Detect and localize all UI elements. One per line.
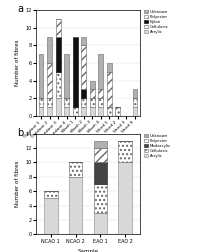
Bar: [115, 107, 120, 116]
Bar: [47, 98, 52, 107]
Bar: [133, 107, 137, 116]
Bar: [73, 37, 78, 107]
Legend: Unknown, Polyester, Nylon, Cellulosic, Acrylic: Unknown, Polyester, Nylon, Cellulosic, A…: [144, 10, 169, 35]
Bar: [44, 191, 58, 198]
Bar: [64, 98, 69, 107]
Bar: [98, 98, 103, 107]
Bar: [118, 162, 132, 234]
Bar: [98, 54, 103, 89]
Y-axis label: Number of fibres: Number of fibres: [15, 161, 20, 207]
Bar: [90, 98, 95, 107]
Bar: [90, 107, 95, 116]
Bar: [94, 141, 107, 148]
X-axis label: Sample: Sample: [78, 249, 98, 252]
Bar: [56, 19, 61, 37]
Bar: [47, 107, 52, 116]
Bar: [118, 141, 132, 162]
Bar: [81, 89, 86, 98]
Bar: [98, 89, 103, 98]
Bar: [90, 81, 95, 89]
Bar: [69, 177, 82, 234]
Bar: [90, 89, 95, 98]
Bar: [81, 45, 86, 89]
Bar: [81, 37, 86, 45]
Bar: [94, 162, 107, 184]
Bar: [56, 98, 61, 116]
Bar: [133, 89, 137, 98]
Bar: [133, 98, 137, 107]
Bar: [39, 54, 43, 98]
Bar: [81, 107, 86, 116]
Bar: [94, 148, 107, 162]
Text: b: b: [17, 128, 24, 138]
Bar: [39, 107, 43, 116]
Bar: [39, 98, 43, 107]
Bar: [107, 63, 112, 72]
Bar: [56, 72, 61, 98]
Bar: [107, 72, 112, 107]
Bar: [98, 107, 103, 116]
X-axis label: Sample: Sample: [78, 144, 98, 149]
Bar: [81, 98, 86, 107]
Bar: [64, 54, 69, 98]
Bar: [44, 198, 58, 234]
Bar: [56, 37, 61, 72]
Bar: [47, 63, 52, 98]
Bar: [107, 107, 112, 116]
Bar: [94, 213, 107, 234]
Bar: [69, 162, 82, 177]
Bar: [73, 107, 78, 116]
Text: a: a: [17, 4, 23, 14]
Y-axis label: Number of fibres: Number of fibres: [15, 40, 20, 86]
Bar: [64, 107, 69, 116]
Bar: [94, 184, 107, 213]
Legend: Unknown, Polyester, Modacrylic, Cellulosic, Acrylic: Unknown, Polyester, Modacrylic, Cellulos…: [144, 134, 171, 158]
Bar: [47, 37, 52, 63]
